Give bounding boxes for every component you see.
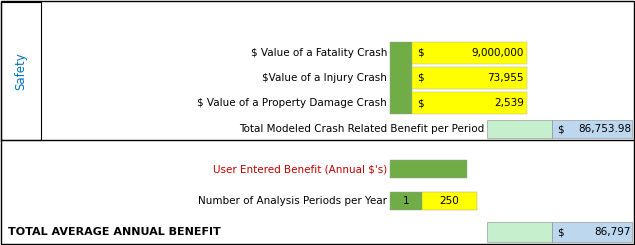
Text: $Value of a Injury Crash: $Value of a Injury Crash [262, 73, 387, 83]
Text: 9,000,000: 9,000,000 [472, 48, 524, 58]
Text: Safety: Safety [15, 52, 27, 90]
Bar [412, 42, 527, 64]
Text: $ Value of a Property Damage Crash: $ Value of a Property Damage Crash [197, 98, 387, 108]
Text: 250: 250 [439, 196, 459, 206]
Bar [552, 120, 632, 138]
Bar [412, 67, 527, 89]
Bar [412, 92, 527, 114]
Bar [422, 192, 477, 210]
Bar [390, 42, 412, 114]
Bar [487, 222, 552, 242]
Bar [552, 222, 632, 242]
Text: $: $ [417, 48, 424, 58]
Text: $ Value of a Fatality Crash: $ Value of a Fatality Crash [251, 48, 387, 58]
Bar [487, 120, 552, 138]
Text: 73,955: 73,955 [488, 73, 524, 83]
Text: TOTAL AVERAGE ANNUAL BENEFIT: TOTAL AVERAGE ANNUAL BENEFIT [8, 227, 221, 237]
Text: User Entered Benefit (Annual $'s): User Entered Benefit (Annual $'s) [213, 164, 387, 174]
Text: 86,753.98: 86,753.98 [578, 124, 631, 134]
Text: Total Modeled Crash Related Benefit per Period: Total Modeled Crash Related Benefit per … [239, 124, 484, 134]
Text: $: $ [417, 73, 424, 83]
Text: 2,539: 2,539 [494, 98, 524, 108]
Text: $: $ [557, 227, 564, 237]
Text: 86,797: 86,797 [594, 227, 631, 237]
Text: $: $ [417, 98, 424, 108]
Text: Number of Analysis Periods per Year: Number of Analysis Periods per Year [198, 196, 387, 206]
Bar [390, 160, 467, 178]
Text: $: $ [557, 124, 564, 134]
Bar [390, 192, 422, 210]
Bar [1, 2, 41, 140]
Text: 1: 1 [403, 196, 410, 206]
